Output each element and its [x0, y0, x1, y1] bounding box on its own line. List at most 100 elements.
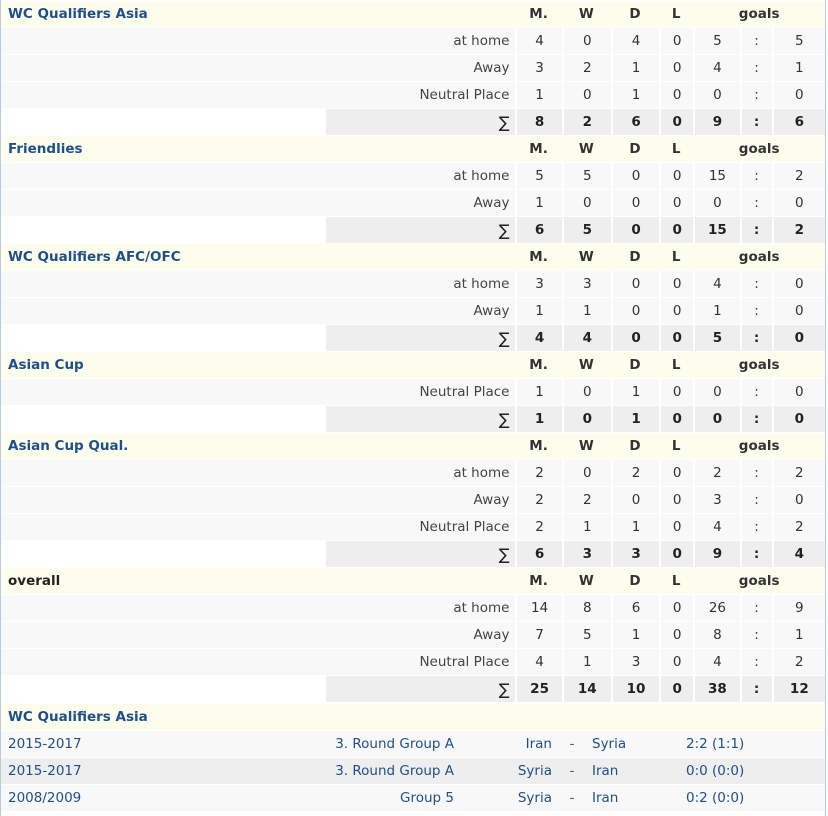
header-matches: M.: [515, 568, 562, 594]
away-team-link[interactable]: Iran: [586, 785, 678, 811]
goals-for-value: 5: [693, 28, 740, 54]
match-result-link[interactable]: 0:0 (0:0): [678, 758, 826, 784]
matches-header: WC Qualifiers Asia: [1, 704, 826, 730]
total-row: ∑ 1 0 1 0 0:0: [1, 406, 825, 432]
matches-value: 1: [515, 190, 562, 216]
goals-separator: :: [739, 541, 772, 567]
season-link[interactable]: 2008/2009: [1, 785, 175, 811]
goals-separator: :: [739, 271, 772, 297]
match-result-link[interactable]: 2:2 (1:1): [678, 731, 826, 757]
sum-icon: ∑: [325, 325, 516, 351]
round-link[interactable]: Group 5: [175, 785, 460, 811]
venue-label: Away: [325, 298, 516, 324]
draws-value: 4: [610, 28, 660, 54]
goals-against-value: 0: [771, 82, 825, 108]
venue-row: Away 7 5 1 0 8:1: [1, 622, 825, 648]
total-wins: 2: [561, 109, 611, 135]
row-spacer: [1, 379, 326, 405]
vs-dash: -: [558, 785, 586, 811]
competition-title[interactable]: WC Qualifiers AFC/OFC: [1, 244, 516, 270]
goals-against-value: 2: [771, 649, 825, 675]
sum-icon: ∑: [325, 109, 516, 135]
wins-value: 0: [561, 379, 611, 405]
draws-value: 1: [610, 622, 660, 648]
goals-against-value: 0: [771, 298, 825, 324]
matches-table: WC Qualifiers Asia 2015-2017 3. Round Grou…: [1, 703, 826, 812]
row-spacer: [1, 163, 326, 189]
home-team-link[interactable]: Syria: [460, 785, 558, 811]
goals-separator: :: [739, 217, 772, 243]
season-link[interactable]: 2015-2017: [1, 731, 175, 757]
draws-value: 0: [610, 190, 660, 216]
matches-value: 1: [515, 379, 562, 405]
total-draws: 10: [610, 676, 660, 702]
draws-value: 0: [610, 271, 660, 297]
row-spacer: [1, 541, 326, 567]
venue-label: Away: [325, 622, 516, 648]
losses-value: 0: [659, 460, 694, 486]
total-draws: 6: [610, 109, 660, 135]
row-spacer: [1, 649, 326, 675]
goals-against-value: 5: [771, 28, 825, 54]
total-goals-against: 12: [771, 676, 825, 702]
goals-for-value: 3: [693, 487, 740, 513]
goals-against-value: 0: [771, 190, 825, 216]
venue-label: at home: [325, 460, 516, 486]
wins-value: 0: [561, 460, 611, 486]
header-goals: goals: [693, 568, 825, 594]
matches-value: 3: [515, 55, 562, 81]
venue-row: Away 1 0 0 0 0:0: [1, 190, 825, 216]
goals-separator: :: [739, 460, 772, 486]
total-losses: 0: [659, 406, 694, 432]
row-spacer: [1, 325, 326, 351]
draws-value: 0: [610, 487, 660, 513]
total-goals-against: 2: [771, 217, 825, 243]
matches-value: 5: [515, 163, 562, 189]
season-link[interactable]: 2015-2017: [1, 758, 175, 784]
sum-icon: ∑: [325, 217, 516, 243]
away-team-link[interactable]: Iran: [586, 758, 678, 784]
total-losses: 0: [659, 676, 694, 702]
total-draws: 1: [610, 406, 660, 432]
goals-separator: :: [739, 55, 772, 81]
home-team-link[interactable]: Syria: [460, 758, 558, 784]
draws-value: 3: [610, 649, 660, 675]
venue-row: Neutral Place 4 1 3 0 4:2: [1, 649, 825, 675]
total-draws: 3: [610, 541, 660, 567]
match-result-link[interactable]: 0:2 (0:0): [678, 785, 826, 811]
competition-title[interactable]: Asian Cup Qual.: [1, 433, 516, 459]
header-draws: D: [610, 244, 660, 270]
goals-against-value: 2: [771, 460, 825, 486]
losses-value: 0: [659, 163, 694, 189]
wins-value: 1: [561, 649, 611, 675]
competition-title[interactable]: WC Qualifiers Asia: [1, 1, 516, 27]
venue-row: Neutral Place 2 1 1 0 4:2: [1, 514, 825, 540]
row-spacer: [1, 109, 326, 135]
total-goals-against: 4: [771, 541, 825, 567]
goals-separator: :: [739, 622, 772, 648]
goals-against-value: 0: [771, 379, 825, 405]
goals-for-value: 0: [693, 379, 740, 405]
competition-title[interactable]: Friendlies: [1, 136, 516, 162]
total-row: ∑ 4 4 0 0 5:0: [1, 325, 825, 351]
round-link[interactable]: 3. Round Group A: [175, 758, 460, 784]
matches-competition-title[interactable]: WC Qualifiers Asia: [1, 704, 826, 730]
competition-title[interactable]: Asian Cup: [1, 352, 516, 378]
venue-label: Neutral Place: [325, 379, 516, 405]
goals-against-value: 2: [771, 163, 825, 189]
away-team-link[interactable]: Syria: [586, 731, 678, 757]
total-matches: 1: [515, 406, 562, 432]
venue-row: Neutral Place 1 0 1 0 0:0: [1, 379, 825, 405]
goals-against-value: 9: [771, 595, 825, 621]
goals-for-value: 0: [693, 82, 740, 108]
row-spacer: [1, 298, 326, 324]
round-link[interactable]: 3. Round Group A: [175, 731, 460, 757]
header-losses: L: [659, 1, 694, 27]
venue-label: Neutral Place: [325, 514, 516, 540]
total-draws: 0: [610, 217, 660, 243]
losses-value: 0: [659, 487, 694, 513]
header-matches: M.: [515, 352, 562, 378]
home-team-link[interactable]: Iran: [460, 731, 558, 757]
